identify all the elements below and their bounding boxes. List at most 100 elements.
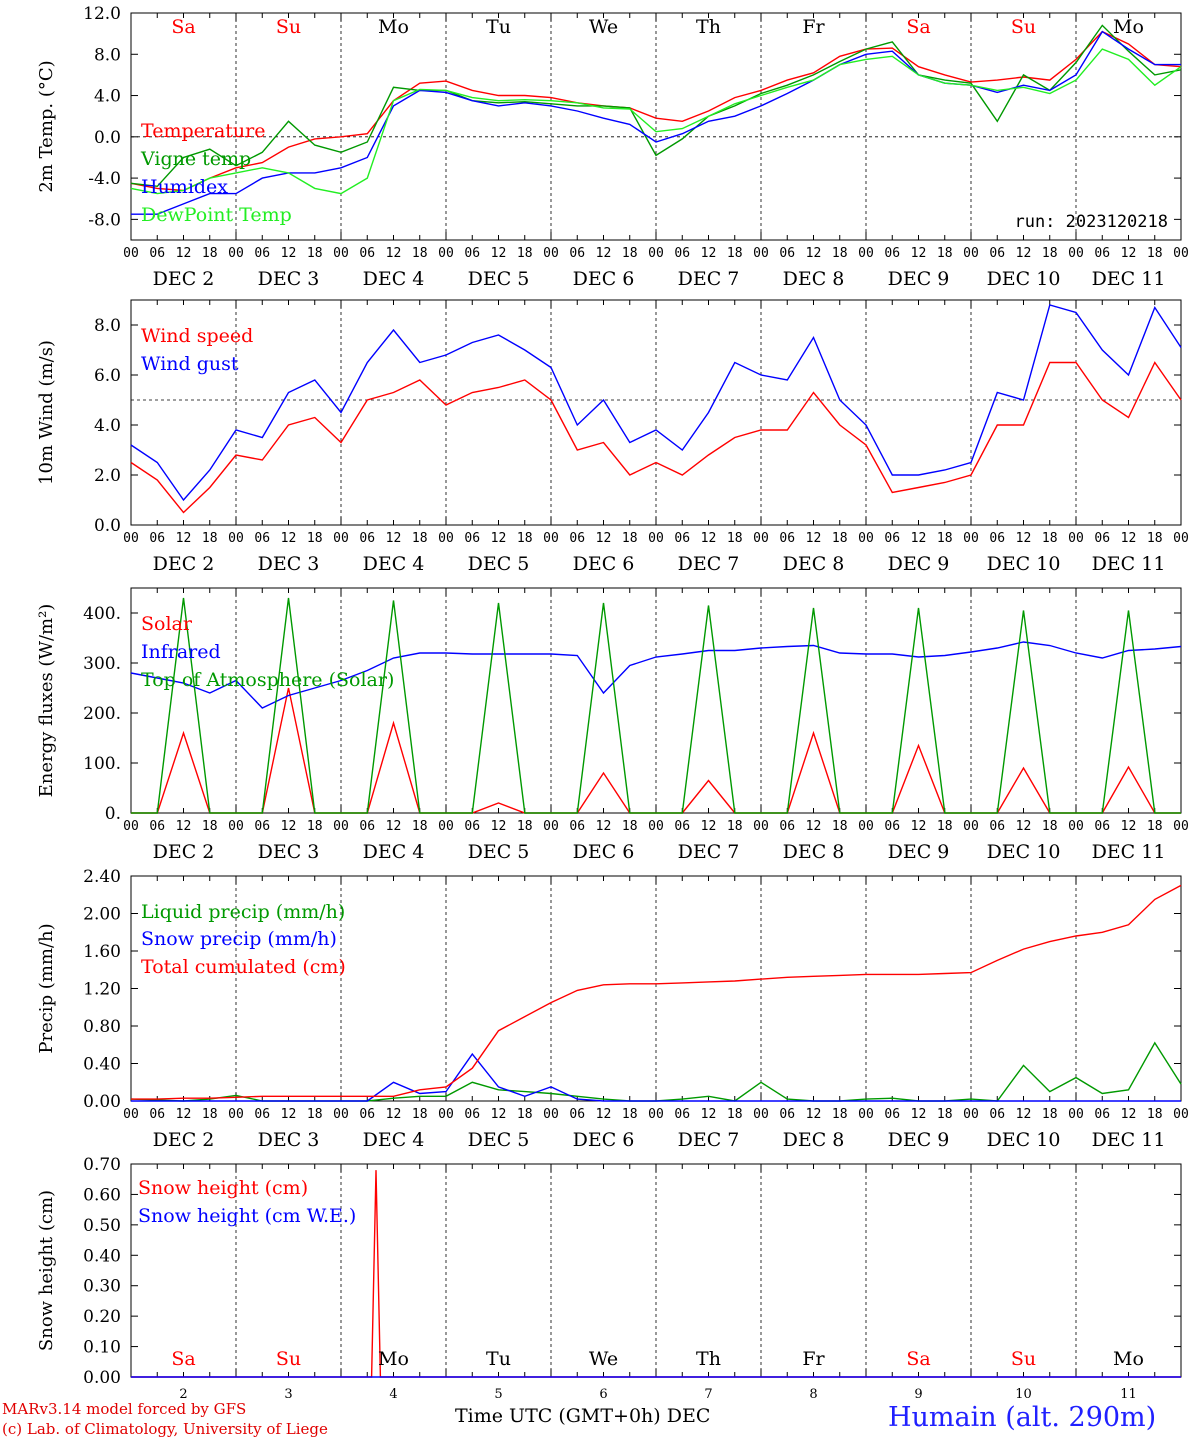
hour-tick-label: 18: [517, 531, 533, 546]
day-name-label: Th: [696, 16, 721, 38]
hour-tick-label: 18: [937, 819, 953, 834]
hour-tick-label: 12: [491, 819, 507, 834]
day-name-label: Su: [1011, 1348, 1036, 1370]
legend-entry: Top of Atmosphere (Solar): [141, 669, 394, 691]
hour-tick-label: 12: [596, 819, 612, 834]
hour-tick-label: 12: [701, 246, 717, 261]
day-number-label: 8: [809, 1387, 817, 1400]
hour-tick-label: 18: [1042, 1107, 1058, 1122]
y-tick-label: 0.30: [83, 1277, 121, 1297]
hour-tick-label: 18: [202, 246, 218, 261]
hour-tick-label: 06: [359, 246, 375, 261]
legend-entry: Liquid precip (mm/h): [141, 901, 345, 923]
date-label: DEC 3: [258, 841, 320, 863]
y-tick-label: 0.: [105, 804, 121, 824]
hour-tick-label: 06: [884, 531, 900, 546]
hour-tick-label: 00: [648, 531, 664, 546]
day-name-label: Su: [276, 1348, 301, 1370]
hour-tick-label: 00: [123, 819, 139, 834]
date-label: DEC 11: [1092, 553, 1166, 575]
date-label: DEC 5: [468, 268, 530, 290]
y-tick-label: 100.: [83, 754, 121, 774]
hour-tick-label: 06: [149, 531, 165, 546]
y-axis-label: 2m Temp. (°C): [36, 60, 57, 192]
hour-tick-label: 00: [228, 1107, 244, 1122]
day-name-label: Mo: [1113, 1348, 1144, 1370]
y-tick-label: 8.0: [94, 316, 121, 336]
day-number-label: 7: [704, 1387, 712, 1400]
hour-tick-label: 00: [333, 246, 349, 261]
hour-tick-label: 12: [1016, 819, 1032, 834]
y-axis-label: 10m Wind (m/s): [36, 340, 57, 485]
hour-tick-label: 00: [543, 1107, 559, 1122]
y-tick-label: 1.20: [83, 980, 121, 1000]
hour-tick-label: 18: [202, 1107, 218, 1122]
hour-tick-label: 18: [517, 246, 533, 261]
legend-entry: Wind gust: [141, 353, 239, 375]
hour-tick-label: 18: [727, 531, 743, 546]
hour-tick-label: 06: [779, 819, 795, 834]
y-tick-label: 0.00: [83, 1368, 121, 1388]
hour-tick-label: 12: [701, 819, 717, 834]
hour-tick-label: 00: [438, 246, 454, 261]
hour-tick-label: 00: [123, 531, 139, 546]
day-name-label: Tu: [486, 16, 511, 38]
series-line-red: [130, 30, 1182, 192]
hour-tick-label: 12: [596, 1107, 612, 1122]
hour-tick-label: 06: [254, 246, 270, 261]
series-line-red: [131, 884, 1182, 1100]
hour-tick-label: 00: [648, 819, 664, 834]
hour-tick-label: 18: [622, 819, 638, 834]
y-tick-label: 0.10: [83, 1338, 121, 1358]
hour-tick-label: 00: [1068, 246, 1084, 261]
date-label: DEC 3: [258, 1129, 320, 1151]
legend-entry: Snow height (cm W.E.): [138, 1205, 356, 1227]
series-line-blue: [130, 304, 1182, 502]
day-number-label: 3: [284, 1387, 292, 1400]
hour-tick-label: 12: [281, 246, 297, 261]
hour-tick-label: 00: [963, 819, 979, 834]
y-tick-label: 6.0: [94, 366, 121, 386]
day-name-label: Tu: [486, 1348, 511, 1370]
hour-tick-label: 06: [149, 819, 165, 834]
series-line-red: [130, 361, 1182, 514]
day-name-label: Sa: [906, 1348, 930, 1370]
y-tick-label: 2.0: [94, 466, 121, 486]
hour-tick-label: 12: [176, 819, 192, 834]
date-label: DEC 6: [573, 553, 635, 575]
date-label: DEC 4: [363, 1129, 425, 1151]
hour-tick-label: 00: [543, 819, 559, 834]
legend-entry: Wind speed: [141, 325, 253, 347]
date-label: DEC 9: [888, 268, 950, 290]
hour-tick-label: 12: [491, 1107, 507, 1122]
hour-tick-label: 18: [727, 1107, 743, 1122]
day-name-label: Sa: [171, 16, 195, 38]
hour-tick-label: 12: [1121, 246, 1137, 261]
day-name-label: Mo: [378, 16, 409, 38]
hour-tick-label: 18: [727, 819, 743, 834]
hour-tick-label: 18: [1147, 1107, 1163, 1122]
legend-entry: DewPoint Temp: [141, 204, 292, 226]
plot-frame-1: [130, 299, 1182, 526]
hour-tick-label: 00: [1068, 531, 1084, 546]
y-axis-label: Precip (mm/h): [36, 923, 57, 1053]
day-name-label: Su: [276, 16, 301, 38]
hour-tick-label: 12: [911, 246, 927, 261]
hour-tick-label: 12: [806, 531, 822, 546]
hour-tick-label: 00: [753, 531, 769, 546]
date-label: DEC 5: [468, 553, 530, 575]
hour-tick-label: 18: [202, 819, 218, 834]
hour-tick-label: 12: [176, 246, 192, 261]
hour-tick-label: 12: [281, 1107, 297, 1122]
hour-tick-label: 12: [1016, 531, 1032, 546]
day-number-label: 11: [1120, 1387, 1137, 1400]
series-line-green: [130, 24, 1182, 188]
y-tick-label: 0.0: [94, 516, 121, 536]
legend-entry: Temperature: [141, 120, 265, 142]
hour-tick-label: 00: [333, 819, 349, 834]
hour-tick-label: 18: [412, 246, 428, 261]
hour-tick-label: 06: [674, 246, 690, 261]
date-label: DEC 10: [987, 1129, 1061, 1151]
day-name-label: We: [589, 16, 618, 38]
hour-tick-label: 06: [569, 246, 585, 261]
